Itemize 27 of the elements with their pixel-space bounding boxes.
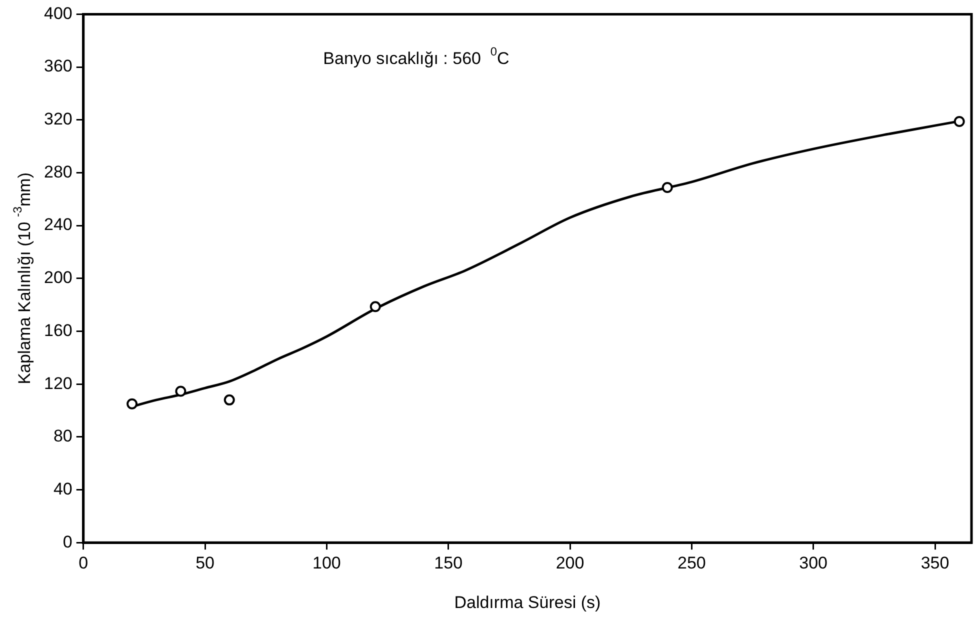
y-axis-title: Kaplama Kalınlığı (10 -3mm) [10, 172, 34, 384]
y-tick-label: 400 [44, 4, 72, 23]
point [954, 116, 965, 127]
x-tick-label: 250 [677, 553, 706, 572]
x-tick-label: 100 [312, 553, 341, 572]
y-tick-label: 200 [44, 268, 72, 288]
x-tick-label: 150 [434, 553, 463, 572]
y-tick-label: 0 [62, 532, 72, 552]
y-tick-label: 120 [44, 374, 72, 393]
y-tick-label: 360 [44, 56, 72, 76]
y-tick-label: 240 [44, 215, 72, 234]
x-tick-label: 200 [556, 553, 584, 572]
y-tick-label: 40 [53, 479, 72, 498]
x-axis-title: Daldırma Süresi (s) [454, 593, 601, 612]
point [224, 394, 235, 406]
y-tick-label: 280 [44, 162, 72, 182]
x-tick-label: 0 [78, 553, 88, 572]
y-tick-label: 320 [44, 110, 72, 129]
x-tick-label: 50 [196, 553, 214, 572]
point [370, 301, 381, 312]
y-tick-label: 80 [53, 426, 72, 446]
x-tick-label: 300 [799, 553, 828, 572]
point [126, 398, 138, 410]
point [175, 386, 186, 397]
x-tick-label: 350 [920, 553, 950, 572]
y-tick-label: 160 [44, 320, 72, 340]
point [662, 182, 673, 194]
